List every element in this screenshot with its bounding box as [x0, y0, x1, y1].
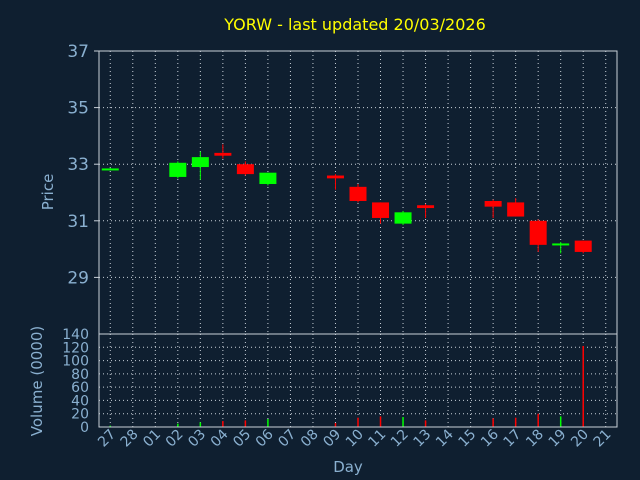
candle-body — [169, 162, 187, 177]
candle-body — [574, 240, 592, 252]
volume-plot-frame — [98, 333, 618, 428]
candle-body — [101, 168, 119, 171]
volume-bar — [559, 416, 562, 427]
volume-bar — [222, 421, 224, 427]
day-tick-labels: 2728010203040506070809101112131415161718… — [95, 426, 614, 450]
volume-tick-label: 40 — [71, 393, 89, 409]
candle-body — [552, 243, 570, 246]
candle-body — [507, 202, 525, 217]
price-tick-labels: 29 31 33 35 37 — [67, 42, 99, 288]
volume-bar — [424, 420, 427, 427]
volume-bar — [109, 425, 112, 427]
candle-body — [191, 157, 209, 168]
day-axis-label: Day — [333, 458, 363, 476]
volume-tick-label: 140 — [62, 327, 89, 343]
candle-body — [236, 164, 254, 175]
volume-tick-label: 80 — [71, 367, 89, 383]
candle-body — [326, 175, 344, 179]
price-axis-label: Price — [39, 174, 57, 211]
volume-bar — [244, 420, 247, 427]
volume-bar — [492, 418, 494, 427]
price-tick-label: 35 — [67, 99, 89, 119]
volume-bar — [357, 417, 359, 427]
volume-axis-label: Volume (0000) — [28, 326, 46, 436]
candle-body — [394, 212, 412, 224]
candle-body — [529, 220, 547, 245]
chart-title: YORW - last updated 20/03/2026 — [223, 15, 486, 34]
volume-bar — [334, 423, 337, 427]
volume-bar — [379, 416, 382, 427]
volume-tick-label: 100 — [62, 354, 89, 370]
volume-tick-label: 120 — [62, 340, 89, 356]
volume-tick-label: 60 — [71, 380, 89, 396]
volume-bar — [402, 417, 404, 427]
volume-bar — [514, 417, 517, 427]
candle-body — [214, 152, 232, 156]
volume-bar — [177, 423, 179, 427]
candle-body — [417, 205, 435, 209]
candle-body — [484, 200, 502, 207]
candle-body — [259, 172, 277, 185]
price-tick-label: 29 — [67, 268, 89, 288]
volume-bars — [109, 345, 584, 427]
volume-bar — [582, 345, 584, 427]
volume-bar — [537, 413, 539, 427]
price-tick-label: 33 — [67, 155, 89, 175]
volume-tick-label: 0 — [80, 420, 89, 436]
candle-body — [349, 186, 367, 201]
price-tick-label: 37 — [67, 42, 89, 62]
volume-tick-label: 20 — [71, 407, 89, 423]
volume-bar — [199, 422, 202, 427]
price-candles — [101, 144, 592, 254]
candle-body — [372, 202, 390, 218]
price-tick-label: 31 — [67, 212, 89, 232]
volume-bar — [267, 419, 269, 427]
